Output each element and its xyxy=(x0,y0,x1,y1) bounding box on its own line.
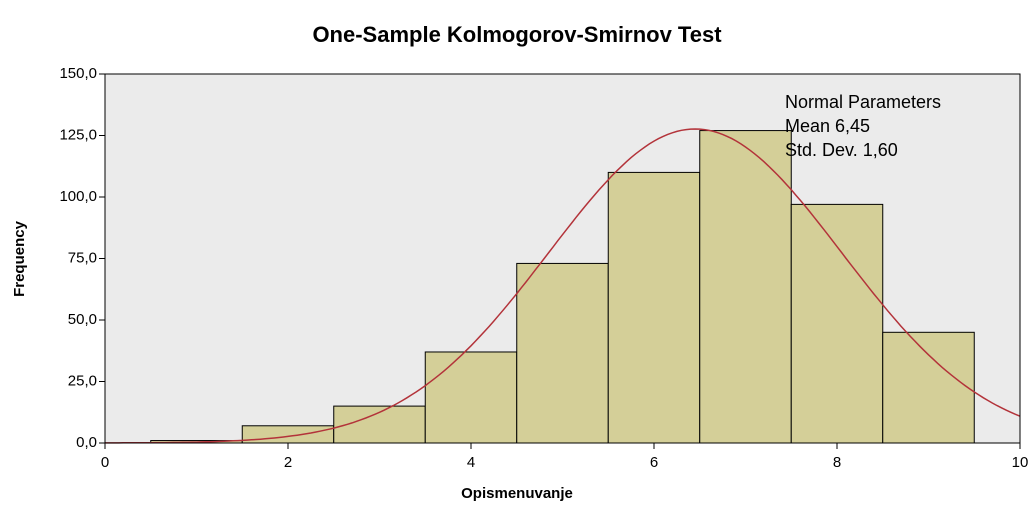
legend-title: Normal Parameters xyxy=(785,92,941,112)
y-tick-label: 125,0 xyxy=(59,126,97,143)
bar xyxy=(882,331,975,444)
chart-title: One-Sample Kolmogorov-Smirnov Test xyxy=(312,22,722,47)
bar xyxy=(607,171,701,444)
x-tick-label: 10 xyxy=(1012,454,1029,471)
bar xyxy=(699,130,792,444)
y-tick-label: 25,0 xyxy=(68,372,97,389)
x-axis-label: Opismenuvanje xyxy=(461,485,573,502)
bar xyxy=(516,262,609,444)
y-tick-label: 50,0 xyxy=(68,311,97,328)
x-tick-label: 0 xyxy=(101,454,109,471)
x-tick-label: 6 xyxy=(650,454,658,471)
x-tick-label: 2 xyxy=(284,454,292,471)
bar xyxy=(790,203,884,444)
bar xyxy=(241,425,335,444)
legend-mean: Mean 6,45 xyxy=(785,116,870,136)
plot-border xyxy=(104,73,1021,444)
y-tick-label: 0,0 xyxy=(76,434,97,451)
y-tick-label: 150,0 xyxy=(59,65,97,82)
y-tick-label: 75,0 xyxy=(68,249,97,266)
legend-std: Std. Dev. 1,60 xyxy=(785,140,898,160)
y-axis-label: Frequency xyxy=(11,220,28,297)
x-tick-label: 8 xyxy=(833,454,841,471)
normal-curve xyxy=(105,128,1021,444)
y-tick-label: 100,0 xyxy=(59,188,97,205)
bar xyxy=(424,351,518,444)
x-tick-label: 4 xyxy=(467,454,475,471)
